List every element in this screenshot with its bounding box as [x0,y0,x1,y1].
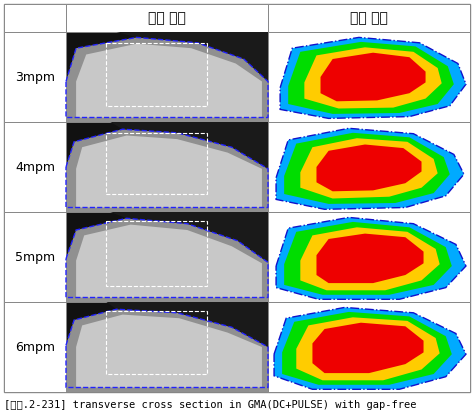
Polygon shape [117,32,268,81]
Polygon shape [312,323,424,373]
Polygon shape [296,317,440,380]
Polygon shape [76,315,262,388]
Polygon shape [66,129,268,212]
Bar [106,133,208,194]
Text: 5mpm: 5mpm [15,251,55,264]
Polygon shape [66,309,268,392]
Bar [66,32,268,122]
Text: [그림.2-231] transverse cross section in GMA(DC+PULSE) with gap-free: [그림.2-231] transverse cross section in G… [4,400,417,410]
Polygon shape [274,308,466,389]
Polygon shape [304,47,442,108]
Polygon shape [317,234,424,283]
Polygon shape [276,128,464,209]
Polygon shape [282,312,452,385]
Polygon shape [66,37,268,122]
Bar [106,311,208,374]
Bar [66,122,268,212]
Polygon shape [284,133,450,204]
Text: 3mpm: 3mpm [15,71,55,83]
Bar [66,4,268,32]
Bar [268,122,470,212]
Polygon shape [276,217,466,299]
Polygon shape [76,225,262,298]
Polygon shape [284,222,452,295]
Text: 해석 결과: 해석 결과 [350,11,388,25]
Text: 4mpm: 4mpm [15,161,55,173]
Polygon shape [76,44,262,117]
Text: 6mpm: 6mpm [15,340,55,354]
Bar [268,212,470,302]
Polygon shape [301,138,438,198]
Text: 실험 결과: 실험 결과 [148,11,186,25]
Bar [4,302,66,392]
Polygon shape [280,37,466,118]
Polygon shape [317,144,421,191]
Polygon shape [66,218,268,302]
Bar [268,4,470,32]
Polygon shape [110,212,268,262]
Polygon shape [106,302,268,347]
Bar [4,4,66,32]
Bar [268,302,470,392]
Bar [106,221,208,286]
Polygon shape [76,136,262,208]
Bar [4,122,66,212]
Polygon shape [110,122,268,169]
Bar [4,32,66,122]
Bar [66,212,268,302]
Bar [106,43,208,106]
Polygon shape [320,53,426,101]
Polygon shape [301,227,440,290]
Bar [66,302,268,392]
Bar [268,32,470,122]
Bar [4,212,66,302]
Polygon shape [288,42,454,114]
